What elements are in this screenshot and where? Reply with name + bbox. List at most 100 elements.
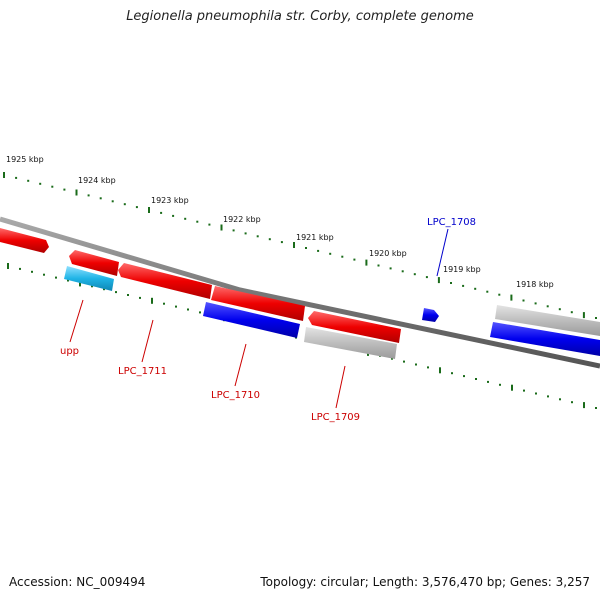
lower-minor-tick	[91, 285, 93, 288]
lower-minor-tick	[415, 363, 417, 366]
lower-minor-tick	[175, 305, 177, 308]
callout-upp	[69, 299, 84, 343]
lower-minor-tick	[139, 296, 141, 299]
lower-minor-tick	[499, 383, 501, 386]
upper-minor-tick	[196, 220, 199, 223]
reverse-strand-genes	[64, 266, 600, 359]
lower-minor-tick	[19, 267, 21, 270]
label-callouts	[69, 228, 449, 409]
upper-minor-tick	[450, 282, 452, 284]
upper-minor-tick	[15, 176, 18, 179]
lower-minor-tick	[571, 401, 573, 404]
gene-label-lpc1709[interactable]: LPC_1709	[311, 412, 360, 423]
upper-minor-tick	[462, 284, 465, 287]
lower-minor-tick	[427, 366, 429, 369]
upper-minor-tick	[570, 311, 573, 314]
kbp-labels: 1925 kbp 1924 kbp 1923 kbp 1922 kbp 1921…	[6, 155, 554, 289]
lower-minor-tick	[487, 380, 489, 383]
upper-major-tick	[582, 312, 585, 319]
kbp-tick-row-upper	[3, 172, 597, 319]
map-title: Legionella pneumophila str. Corby, compl…	[126, 9, 474, 24]
callout-lpc1710	[234, 343, 247, 387]
gene-label-lpc1711[interactable]: LPC_1711	[118, 366, 167, 377]
lower-major-tick	[151, 297, 153, 304]
lower-minor-tick	[547, 395, 549, 398]
lower-minor-tick	[523, 389, 525, 392]
upper-minor-tick	[498, 293, 501, 296]
lower-minor-tick	[187, 308, 189, 311]
gene-arrow-upp-region[interactable]	[69, 250, 119, 276]
kbp-label-1925: 1925 kbp	[6, 155, 44, 164]
upper-major-tick	[148, 207, 150, 213]
upper-minor-tick	[280, 241, 283, 244]
gene-arrow-lpc1712[interactable]	[0, 228, 49, 253]
gene-arrow-lpc1709-region[interactable]	[308, 311, 401, 343]
upper-minor-tick	[244, 232, 247, 235]
lower-minor-tick	[475, 378, 477, 380]
upper-minor-tick	[329, 252, 332, 255]
upper-minor-tick	[27, 179, 30, 182]
upper-minor-tick	[595, 317, 597, 319]
lower-minor-tick	[463, 375, 465, 378]
upper-minor-tick	[305, 247, 307, 249]
lower-minor-tick	[403, 360, 405, 363]
upper-minor-tick	[51, 185, 54, 188]
lower-major-tick	[79, 280, 81, 287]
gene-arrow-upp[interactable]	[64, 266, 114, 291]
kbp-label-1924: 1924 kbp	[78, 176, 116, 185]
upper-major-tick	[293, 242, 295, 248]
gene-arrow-lpc1711[interactable]	[118, 263, 212, 299]
upper-minor-tick	[232, 229, 235, 232]
kbp-label-1923: 1923 kbp	[151, 196, 189, 205]
lower-minor-tick	[127, 294, 129, 296]
gene-label-lpc1708[interactable]: LPC_1708	[427, 217, 476, 228]
gene-arrow-lpc1709[interactable]	[304, 327, 397, 359]
gene-arrow-lpc1710-region[interactable]	[211, 286, 305, 321]
callout-lpc1711	[141, 319, 154, 363]
lower-minor-tick	[55, 276, 57, 279]
upper-minor-tick	[377, 264, 380, 267]
upper-minor-tick	[63, 188, 66, 191]
upper-minor-tick	[522, 299, 525, 302]
upper-minor-tick	[135, 206, 138, 209]
lower-minor-tick	[115, 291, 117, 294]
upper-minor-tick	[160, 211, 163, 214]
upper-minor-tick	[534, 302, 537, 305]
upper-major-tick	[75, 189, 78, 196]
upper-minor-tick	[486, 290, 489, 293]
upper-minor-tick	[474, 287, 477, 290]
upper-minor-tick	[184, 217, 187, 220]
upper-major-tick	[220, 224, 223, 231]
gene-arrow-lpc1710[interactable]	[203, 302, 300, 338]
forward-strand-genes	[0, 228, 600, 343]
lower-major-tick	[439, 367, 441, 374]
gene-arrow-pseudo-upper[interactable]	[495, 305, 600, 336]
upper-minor-tick	[208, 223, 211, 226]
callout-lpc1709	[335, 365, 346, 409]
lower-minor-tick	[451, 372, 453, 375]
upper-minor-tick	[401, 270, 404, 273]
chromosome-backbone	[0, 216, 600, 369]
gene-label-upp[interactable]: upp	[60, 346, 79, 357]
upper-minor-tick	[256, 235, 259, 238]
upper-minor-tick	[558, 308, 561, 311]
upper-minor-tick	[172, 214, 175, 217]
lower-minor-tick	[199, 311, 201, 314]
callout-lpc1708	[436, 228, 449, 277]
gene-label-lpc1710[interactable]: LPC_1710	[211, 390, 260, 401]
lower-minor-tick	[163, 302, 165, 305]
upper-minor-tick	[353, 258, 356, 261]
gene-arrow-lpc1708[interactable]	[422, 308, 439, 322]
lower-minor-tick	[67, 279, 69, 282]
lower-minor-tick	[103, 288, 105, 291]
gene-arrow-lower-blue[interactable]	[490, 322, 600, 356]
gene-labels: upp LPC_1711 LPC_1710 LPC_1709 LPC_1708	[60, 217, 476, 423]
lower-minor-tick	[43, 273, 45, 276]
upper-minor-tick	[268, 238, 271, 241]
genome-info-text: Topology: circular; Length: 3,576,470 bp…	[260, 575, 590, 589]
upper-minor-tick	[389, 267, 392, 270]
upper-minor-tick	[39, 182, 42, 185]
upper-major-tick	[3, 172, 5, 178]
